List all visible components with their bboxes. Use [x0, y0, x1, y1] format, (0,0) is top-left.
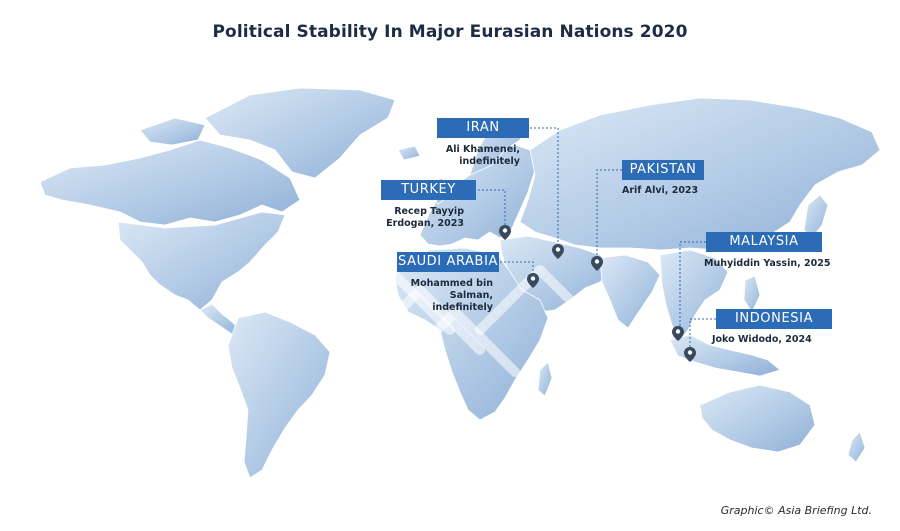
pin-malaysia — [672, 326, 684, 341]
map-title: Political Stability In Major Eurasian Na… — [212, 22, 688, 42]
japan — [803, 194, 829, 239]
philippines — [743, 275, 761, 313]
leader-caption-turkey: Recep Tayyip Erdogan, 2023 — [386, 206, 464, 229]
australia — [699, 384, 816, 453]
india — [599, 254, 661, 329]
iceland — [397, 145, 421, 161]
pin-turkey — [499, 225, 511, 240]
leader-caption-saudi-arabia: Mohammed bin Salman, indefinitely — [410, 278, 493, 313]
country-tag-turkey: TURKEY — [381, 180, 476, 200]
leader-caption-indonesia: Joko Widodo, 2024 — [712, 334, 812, 345]
leader-caption-iran: Ali Khamenei, indefinitely — [445, 144, 520, 167]
connector-malaysia — [679, 241, 706, 330]
connector-saudi-arabia — [500, 261, 534, 277]
connector-pakistan — [596, 169, 622, 260]
pin-saudi-arabia — [527, 273, 539, 288]
leader-caption-malaysia: Muhyiddin Yassin, 2025 — [704, 258, 831, 269]
madagascar — [537, 361, 553, 397]
pin-pakistan — [591, 256, 603, 271]
south-america — [227, 311, 331, 479]
north-america-north — [39, 139, 301, 226]
arctic-islands — [139, 117, 206, 146]
leader-caption-pakistan: Arif Alvi, 2023 — [622, 185, 699, 196]
pin-iran — [552, 244, 564, 259]
southeast-asia — [659, 249, 729, 341]
map-pins — [499, 225, 696, 362]
maritime-asia — [669, 334, 781, 377]
pin-indonesia — [684, 347, 696, 362]
country-tag-pakistan: PAKISTAN — [622, 160, 704, 180]
country-tag-iran: IRAN — [437, 118, 529, 138]
watermark-logo — [325, 265, 605, 377]
connector-iran — [530, 127, 559, 248]
connector-indonesia — [689, 318, 716, 350]
country-tag-indonesia: INDONESIA — [716, 309, 832, 329]
connector-lines — [478, 127, 716, 350]
greenland — [204, 87, 396, 179]
country-tag-malaysia: MALAYSIA — [706, 232, 822, 252]
country-tag-saudi-arabia: SAUDI ARABIA — [397, 252, 499, 272]
new-zealand — [847, 431, 866, 463]
credit-line: Graphic© Asia Briefing Ltd. — [720, 504, 872, 517]
north-america-south — [117, 211, 286, 311]
connector-turkey — [478, 189, 506, 230]
